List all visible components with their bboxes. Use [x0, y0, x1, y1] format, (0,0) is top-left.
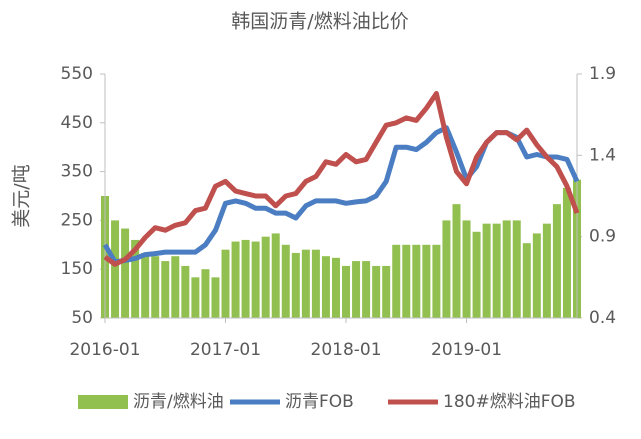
x-tick-label: 2016-01	[69, 340, 140, 360]
bar	[321, 256, 330, 318]
y-tick-label: 50	[71, 308, 93, 328]
x-tick-label: 2018-01	[311, 340, 382, 360]
bar	[352, 261, 361, 318]
x-tick-label: 2017-01	[190, 340, 261, 360]
bar	[201, 269, 210, 318]
bar	[512, 220, 521, 318]
line	[103, 91, 580, 267]
bar	[522, 243, 531, 318]
bar	[211, 277, 220, 318]
bar	[331, 257, 340, 318]
bar	[492, 223, 501, 318]
y-tick-label: 350	[61, 162, 93, 182]
bar	[161, 261, 170, 318]
bar	[191, 277, 200, 318]
bar	[261, 236, 270, 318]
bar	[151, 256, 160, 318]
legend-label: 沥青FOB	[285, 392, 354, 412]
bar	[532, 233, 541, 318]
bar	[412, 244, 421, 318]
bar	[362, 261, 371, 318]
bar	[311, 249, 320, 318]
y2-tick-label: 1.4	[589, 145, 616, 165]
bar	[482, 223, 491, 318]
bar	[281, 244, 290, 318]
bar	[452, 204, 461, 318]
bar	[372, 265, 381, 318]
bar	[241, 239, 250, 318]
bar	[301, 249, 310, 318]
bar	[402, 244, 411, 318]
bar	[442, 220, 451, 318]
bar	[562, 187, 571, 318]
bar	[382, 265, 391, 318]
bar	[271, 233, 280, 318]
bar	[111, 220, 120, 318]
y-tick-label: 550	[61, 64, 93, 84]
bar	[432, 244, 441, 318]
bar	[552, 204, 561, 318]
bar	[502, 220, 511, 318]
bar	[392, 244, 401, 318]
bar	[342, 265, 351, 318]
y-tick-label: 150	[61, 259, 93, 279]
chart-title: 韩国沥青/燃料油比价	[231, 11, 408, 33]
y-tick-label: 450	[61, 113, 93, 133]
bar	[542, 223, 551, 318]
bar	[141, 252, 150, 318]
legend-swatch	[78, 395, 128, 409]
bar	[251, 241, 260, 318]
x-tick-label: 2019-01	[431, 340, 502, 360]
bar	[231, 241, 240, 318]
bar	[221, 249, 230, 318]
y2-tick-label: 1.9	[589, 64, 616, 84]
y2-tick-label: 0.4	[589, 308, 616, 328]
y-axis-label: 美元/吨	[11, 164, 33, 227]
bar	[291, 252, 300, 318]
y2-tick-label: 0.9	[589, 227, 616, 247]
legend-label: 180#燃料油FOB	[443, 392, 576, 412]
bar	[181, 265, 190, 318]
bar	[121, 228, 130, 318]
y-tick-label: 250	[61, 210, 93, 230]
bar	[462, 220, 471, 318]
bar	[422, 244, 431, 318]
legend-label: 沥青/燃料油	[133, 392, 224, 412]
bar	[131, 239, 140, 318]
bar	[171, 256, 180, 318]
bar	[472, 231, 481, 318]
